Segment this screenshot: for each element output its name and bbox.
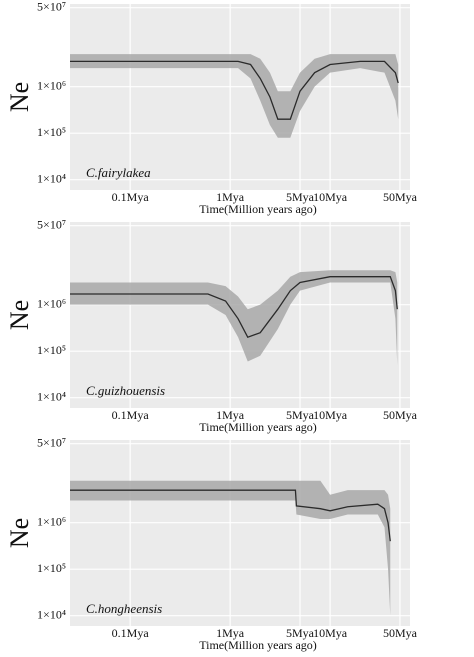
y-tick-label: 1×10⁴ — [37, 607, 66, 621]
y-tick-label: 1×10⁵ — [37, 343, 66, 357]
plot-background — [70, 4, 410, 190]
y-axis-label: Ne — [5, 518, 34, 548]
y-tick-label: 1×10⁴ — [37, 171, 66, 185]
y-tick-label: 1×10⁶ — [37, 514, 66, 528]
x-tick-label: 10Mya — [313, 408, 348, 422]
y-tick-label: 5×10⁷ — [37, 435, 66, 449]
x-tick-label: 5Mya — [286, 408, 315, 422]
confidence-band — [70, 54, 399, 138]
x-axis-label: Time(Million years ago) — [199, 638, 317, 652]
y-axis-label: Ne — [5, 82, 34, 112]
y-tick-label: 1×10⁶ — [37, 296, 66, 310]
x-tick-label: 1Mya — [216, 408, 245, 422]
ne-line — [70, 489, 391, 542]
y-tick-label: 5×10⁷ — [37, 217, 66, 231]
x-tick-label: 0.1Mya — [112, 626, 150, 640]
y-tick-label: 1×10⁶ — [37, 78, 66, 92]
x-axis-label: Time(Million years ago) — [199, 420, 317, 434]
x-tick-label: 50Mya — [383, 626, 418, 640]
ne-line — [70, 60, 399, 120]
x-tick-label: 5Mya — [286, 190, 315, 204]
x-tick-label: 10Mya — [313, 626, 348, 640]
x-axis-label: Time(Million years ago) — [199, 202, 317, 216]
y-axis-label: Ne — [5, 300, 34, 330]
ne-line — [70, 276, 398, 338]
y-tick-label: 1×10⁵ — [37, 561, 66, 575]
x-tick-label: 50Mya — [383, 190, 418, 204]
x-tick-label: 0.1Mya — [112, 408, 150, 422]
x-tick-label: 10Mya — [313, 190, 348, 204]
y-tick-label: 1×10⁴ — [37, 389, 66, 403]
x-tick-label: 0.1Mya — [112, 190, 150, 204]
y-tick-label: 5×10⁷ — [37, 0, 66, 13]
x-tick-label: 1Mya — [216, 626, 245, 640]
x-tick-label: 1Mya — [216, 190, 245, 204]
species-label: C.guizhouensis — [86, 383, 165, 398]
species-label: C.fairylakea — [86, 165, 151, 180]
plot-background — [70, 440, 410, 626]
species-label: C.hongheensis — [86, 601, 162, 616]
y-tick-label: 1×10⁵ — [37, 125, 66, 139]
x-tick-label: 50Mya — [383, 408, 418, 422]
confidence-band — [70, 480, 391, 616]
x-tick-label: 5Mya — [286, 626, 315, 640]
